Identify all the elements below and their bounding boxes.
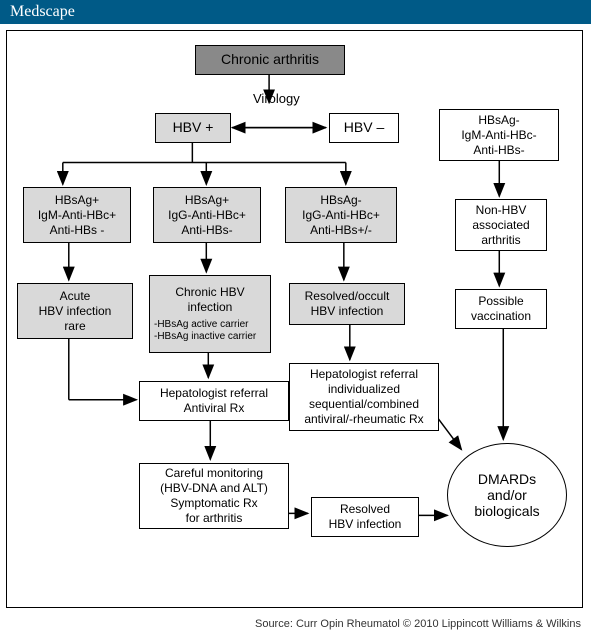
- node-vaccination-text: Possible vaccination: [471, 294, 531, 324]
- node-sero-b-text: HBsAg+ IgG-Anti-HBc+ Anti-HBs-: [168, 193, 246, 238]
- node-sero-neg: HBsAg- IgM-Anti-HBc- Anti-HBs-: [439, 109, 559, 161]
- node-chronic-sub1: -HBsAg active carrier: [154, 319, 266, 332]
- node-nonhbv: Non-HBV associated arthritis: [455, 199, 547, 251]
- node-dmard: DMARDs and/or biologicals: [447, 443, 567, 547]
- flowchart-canvas: Virology Chronic arthritis HBV + HBV – H…: [6, 30, 583, 608]
- node-root-text: Chronic arthritis: [221, 51, 319, 69]
- node-acute-text: Acute HBV infection rare: [39, 289, 112, 334]
- node-hep-individualized: Hepatologist referral individualized seq…: [289, 363, 439, 431]
- node-hep-individualized-text: Hepatologist referral individualized seq…: [304, 367, 423, 427]
- node-monitor: Careful monitoring (HBV-DNA and ALT) Sym…: [139, 463, 289, 529]
- node-sero-neg-text: HBsAg- IgM-Anti-HBc- Anti-HBs-: [461, 113, 536, 158]
- source-footer: Source: Curr Opin Rheumatol © 2010 Lippi…: [0, 614, 591, 634]
- node-vaccination: Possible vaccination: [455, 289, 547, 329]
- node-resolved: Resolved/occult HBV infection: [289, 283, 405, 325]
- source-text: Source: Curr Opin Rheumatol © 2010 Lippi…: [255, 618, 581, 630]
- node-hbv-neg-text: HBV –: [344, 119, 384, 137]
- node-sero-a-text: HBsAg+ IgM-Anti-HBc+ Anti-HBs -: [38, 193, 116, 238]
- node-dmard-text: DMARDs and/or biologicals: [474, 471, 539, 519]
- node-resolved2-text: Resolved HBV infection: [329, 502, 402, 532]
- node-chronic-title: Chronic HBV infection: [154, 285, 266, 315]
- node-sero-c: HBsAg- IgG-Anti-HBc+ Anti-HBs+/-: [285, 187, 397, 243]
- brand-header: Medscape: [0, 0, 591, 24]
- node-hbv-neg: HBV –: [329, 113, 399, 143]
- node-resolved-text: Resolved/occult HBV infection: [305, 289, 390, 319]
- virology-label: Virology: [253, 91, 300, 106]
- node-hep-referral: Hepatologist referral Antiviral Rx: [139, 381, 289, 421]
- node-resolved2: Resolved HBV infection: [311, 497, 419, 537]
- node-sero-a: HBsAg+ IgM-Anti-HBc+ Anti-HBs -: [23, 187, 131, 243]
- node-sero-b: HBsAg+ IgG-Anti-HBc+ Anti-HBs-: [153, 187, 261, 243]
- node-chronic-sub2: -HBsAg inactive carrier: [154, 331, 266, 344]
- node-chronic: Chronic HBV infection -HBsAg active carr…: [149, 275, 271, 353]
- node-root: Chronic arthritis: [195, 45, 345, 75]
- node-hbv-pos-text: HBV +: [173, 119, 214, 137]
- node-acute: Acute HBV infection rare: [17, 283, 133, 339]
- node-nonhbv-text: Non-HBV associated arthritis: [472, 203, 529, 248]
- node-hbv-pos: HBV +: [155, 113, 231, 143]
- brand-text: Medscape: [10, 3, 75, 21]
- node-monitor-text: Careful monitoring (HBV-DNA and ALT) Sym…: [160, 466, 268, 526]
- node-hep-referral-text: Hepatologist referral Antiviral Rx: [160, 386, 268, 416]
- node-sero-c-text: HBsAg- IgG-Anti-HBc+ Anti-HBs+/-: [302, 193, 380, 238]
